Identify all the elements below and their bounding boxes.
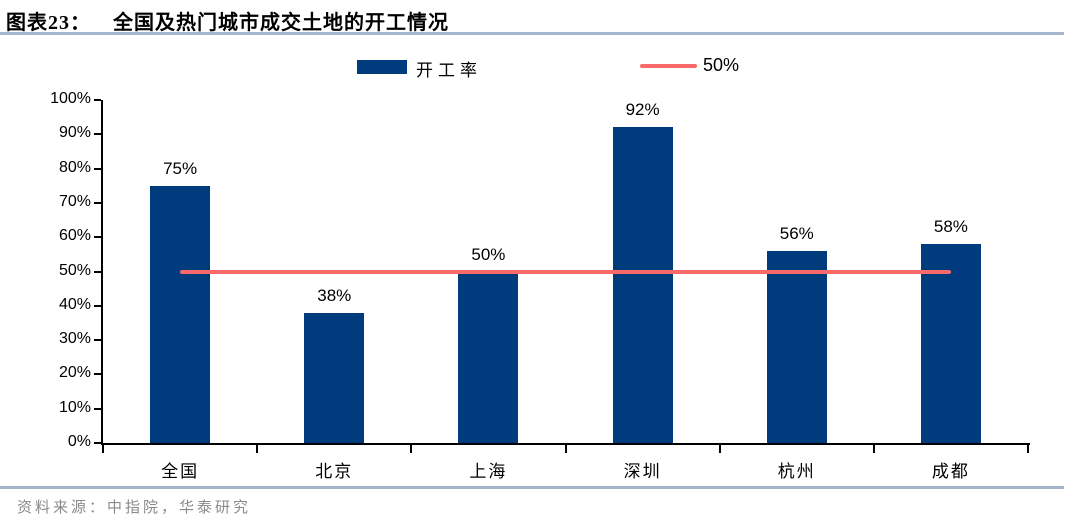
- y-axis-tick: [94, 407, 101, 410]
- x-axis-tick: [256, 445, 259, 453]
- x-axis-tick: [718, 445, 721, 453]
- bar-value-label: 58%: [933, 217, 968, 237]
- bar-北京: [304, 312, 365, 443]
- y-axis-tick-label: 70%: [58, 192, 91, 210]
- bar-全国: [150, 185, 211, 443]
- y-axis-tick: [94, 339, 101, 342]
- legend-bar-label: 开工率: [416, 61, 482, 80]
- figure-number-label: 图表23：: [6, 12, 91, 34]
- y-axis-tick-label: 50%: [58, 261, 91, 279]
- bar-杭州: [766, 250, 827, 443]
- y-axis-tick: [94, 304, 101, 307]
- bar-深圳: [612, 127, 673, 443]
- y-axis-tick-label: 30%: [58, 330, 91, 348]
- y-axis-tick-label: 80%: [58, 158, 91, 176]
- bar-上海: [458, 271, 519, 443]
- x-axis-line: [101, 443, 1030, 445]
- y-axis-tick: [94, 442, 101, 444]
- bar-value-label: 75%: [163, 158, 198, 178]
- x-axis-tick: [410, 445, 413, 453]
- y-axis-tick-label: 0%: [67, 433, 91, 450]
- x-category-label: 全国: [161, 462, 200, 481]
- legend-line-label: 50%: [703, 55, 740, 75]
- figure-title: 图表23： 全国及热门城市成交土地的开工情况: [6, 6, 449, 35]
- bar-value-label: 92%: [625, 100, 660, 120]
- y-axis-tick: [94, 133, 101, 136]
- y-axis-tick-label: 10%: [58, 398, 91, 416]
- y-axis-tick: [94, 167, 101, 170]
- x-axis-tick: [564, 445, 567, 453]
- y-axis-tick-label: 40%: [58, 295, 91, 313]
- y-axis-tick-label: 100%: [50, 90, 91, 107]
- y-axis-tick-label: 20%: [58, 364, 91, 382]
- x-category-label: 上海: [469, 462, 508, 481]
- y-axis-tick: [94, 236, 101, 239]
- x-category-label: 成都: [931, 462, 970, 481]
- figure-title-text: 全国及热门城市成交土地的开工情况: [113, 12, 449, 34]
- x-axis-tick: [102, 445, 104, 453]
- x-category-label: 杭州: [777, 462, 816, 481]
- x-category-label: 深圳: [623, 462, 662, 481]
- bar-成都: [920, 244, 981, 443]
- y-axis-tick: [94, 270, 101, 273]
- y-axis-line: [101, 100, 103, 445]
- y-axis-tick-label: 60%: [58, 227, 91, 245]
- y-axis-tick-label: 90%: [58, 124, 91, 142]
- legend-bar-swatch: [357, 60, 407, 74]
- bar-value-label: 38%: [317, 285, 352, 305]
- x-axis-tick: [872, 445, 875, 453]
- source-note: 资料来源：中指院，华泰研究: [17, 500, 252, 516]
- x-axis-tick: [1027, 445, 1029, 453]
- reference-line-50pct: [180, 269, 951, 274]
- bar-value-label: 50%: [471, 244, 506, 264]
- bar-value-label: 56%: [779, 223, 814, 243]
- y-axis-tick: [94, 201, 101, 204]
- footer-divider: [0, 486, 1064, 489]
- y-axis-tick: [94, 99, 101, 101]
- legend-line-swatch: [640, 64, 697, 68]
- x-category-label: 北京: [315, 462, 354, 481]
- y-axis-tick: [94, 373, 101, 376]
- title-divider: [0, 32, 1064, 35]
